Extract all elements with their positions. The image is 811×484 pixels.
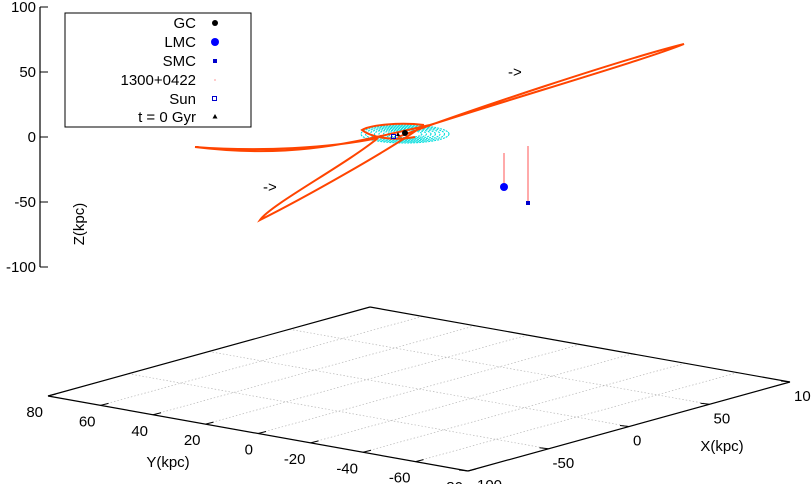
x-tick-label-2: 0: [633, 433, 641, 450]
x-tick-label-0: -100: [472, 477, 502, 484]
grid-line-x-1: [128, 373, 549, 450]
legend: GC LMC SMC 1300+0422 Sun t = 0 Gyr: [64, 12, 252, 128]
x-axis-label: X(kpc): [700, 438, 743, 455]
y-tick-label-6: -40: [336, 460, 358, 477]
y-tick-label-3: 20: [184, 432, 201, 449]
y-tick-label-7: -60: [389, 470, 411, 484]
y-tick-8: [467, 468, 477, 472]
y-tick-1: [100, 402, 109, 406]
y-tick-6: [362, 449, 372, 453]
grid-line-y-3: [205, 334, 528, 425]
x-tick-2: [619, 425, 630, 427]
x-tick-1: [539, 447, 549, 450]
grid-line-x-3: [289, 328, 710, 405]
legend-marker-gc: [212, 20, 218, 26]
x-tick-label-3: 50: [714, 410, 731, 427]
legend-box: [64, 12, 252, 128]
grid-line-y-7: [415, 372, 738, 462]
gc-marker: [402, 130, 408, 136]
y-tick-label-4: 0: [245, 442, 253, 459]
disk-ring-3: [373, 127, 437, 141]
legend-marker-smc: [213, 59, 217, 63]
legend-marker-sun: [212, 96, 217, 101]
grid-line-x-2: [208, 351, 630, 427]
y-tick-2: [152, 412, 162, 416]
z-tick-label-1: 50: [19, 64, 36, 81]
y-tick-3: [205, 421, 214, 425]
legend-label-t0: t = 0 Gyr: [138, 109, 196, 126]
y-tick-label-1: 60: [79, 413, 96, 430]
legend-label-1300-0422: 1300+0422: [121, 72, 197, 89]
direction-arrow-lower: ->: [263, 179, 277, 196]
y-axis-label: Y(kpc): [146, 454, 189, 471]
floor-back-edge-right: [369, 306, 791, 383]
orbit-lower-loop: [257, 124, 425, 223]
t0-marker: [396, 132, 400, 136]
direction-arrow-upper: ->: [508, 64, 522, 81]
y-tick-label-0: 80: [26, 404, 43, 421]
z-axis-label: Z(kpc): [71, 203, 88, 246]
y-tick-7: [415, 459, 424, 463]
orbit-upper-loop: [397, 43, 685, 138]
x-tick-4: [780, 380, 791, 383]
orbit-inner-loop: [360, 122, 425, 140]
x-tick-0: [458, 469, 469, 472]
y-tick-5: [310, 440, 319, 444]
disk-ring-6: [387, 129, 423, 139]
legend-label-gc: GC: [174, 15, 197, 32]
legend-label-lmc: LMC: [164, 34, 196, 51]
floor-back-edge-left: [47, 306, 371, 397]
y-tick-label-2: 40: [131, 423, 148, 440]
y-tick-0: [47, 393, 57, 397]
x-tick-label-4: 100: [794, 388, 811, 405]
grid-line-y-4: [257, 344, 581, 434]
z-tick-label-4: -100: [6, 259, 36, 276]
smc-marker: [526, 201, 530, 205]
z-tick-label-3: -50: [14, 194, 36, 211]
y-tick-4: [257, 431, 267, 434]
marker-layer: [391, 130, 530, 205]
orbit-layer: [194, 43, 685, 223]
sun-marker: [391, 134, 396, 139]
lmc-marker: [500, 183, 508, 191]
legend-label-sun: Sun: [169, 91, 196, 108]
grid-line-y-2: [152, 325, 476, 416]
legend-marker-1300-0422: [214, 79, 216, 81]
floor-grid: [47, 306, 791, 472]
z-tick-label-2: 0: [28, 129, 36, 146]
y-tick-label-5: -20: [284, 451, 306, 468]
disk-ring-1: [364, 125, 446, 143]
disk-ring-0: [360, 124, 450, 144]
axis-ticks: 100 50 0 -50 -100 80 60 40 20 0 -20 -40 -60 -80 -100 -5…: [6, 0, 811, 484]
legend-marker-t0: [212, 114, 218, 119]
legend-label-smc: SMC: [163, 53, 197, 70]
x-tick-label-1: -50: [553, 455, 575, 472]
y-tick-label-8: -80: [441, 479, 463, 484]
x-tick-3: [700, 402, 710, 405]
orbit-left-tail: [194, 124, 431, 153]
z-tick-label-0: 100: [11, 0, 36, 16]
legend-marker-lmc: [211, 38, 219, 46]
